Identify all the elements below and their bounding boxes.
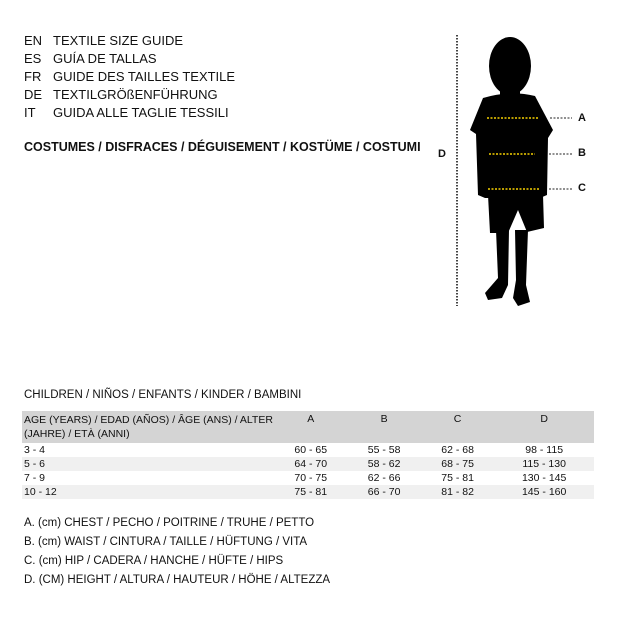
lang-text: TEXTILE SIZE GUIDE (53, 33, 184, 48)
lang-es: ES GUÍA DE TALLAS (24, 50, 157, 68)
header-c: C (420, 411, 495, 443)
lang-code: IT (24, 105, 36, 120)
lang-code: EN (24, 33, 43, 48)
lang-text: TEXTILGRÖßENFÜHRUNG (53, 87, 218, 102)
label-a: A (578, 112, 586, 124)
label-c: C (578, 182, 586, 194)
cell-a: 60 - 65 (294, 444, 328, 456)
lang-text: GUÍA DE TALLAS (53, 51, 157, 66)
cell-b: 55 - 58 (367, 444, 401, 456)
size-table: AGE (YEARS) / EDAD (AÑOS) / ÂGE (ANS) / … (22, 411, 594, 499)
cell-c: 81 - 82 (420, 485, 495, 499)
lang-code: DE (24, 87, 43, 102)
cell-d: 130 - 145 (521, 472, 567, 484)
header-age: AGE (YEARS) / EDAD (AÑOS) / ÂGE (ANS) / … (22, 411, 274, 443)
cell-b: 66 - 70 (347, 485, 421, 499)
legend-chest: A. (cm) CHEST / PECHO / POITRINE / TRUHE… (24, 517, 315, 529)
cell-c: 68 - 75 (420, 457, 495, 471)
table-row: 7 - 9 70 - 75 62 - 66 75 - 81 130 - 145 (22, 471, 594, 485)
table-row: 5 - 6 64 - 70 58 - 62 68 - 75 115 - 130 (22, 457, 594, 471)
cell-c: 62 - 68 (441, 444, 474, 456)
cell-d: 98 - 115 (525, 444, 564, 456)
lang-en: EN TEXTILE SIZE GUIDE (24, 32, 183, 50)
table-row: 10 - 12 75 - 81 66 - 70 81 - 82 145 - 160 (22, 485, 594, 499)
lang-code: FR (24, 69, 42, 84)
cell-b: 58 - 62 (347, 457, 421, 471)
legend-hip: C. (cm) HIP / CADERA / HANCHE / HÜFTE / … (24, 555, 284, 567)
label-d: D (438, 148, 446, 160)
cell-b: 62 - 66 (367, 472, 401, 484)
cell-d: 115 - 130 (494, 457, 594, 471)
lang-de: DE TEXTILGRÖßENFÜHRUNG (24, 86, 218, 104)
label-b: B (578, 147, 586, 159)
header-d: D (494, 411, 594, 443)
cell-age: 7 - 9 (24, 472, 46, 484)
cell-a: 75 - 81 (274, 485, 348, 499)
lang-text: GUIDE DES TAILLES TEXTILE (53, 69, 236, 84)
cell-c: 75 - 81 (441, 472, 474, 484)
cell-age: 3 - 4 (24, 444, 46, 456)
category-title: COSTUMES / DISFRACES / DÉGUISEMENT / KOS… (24, 140, 421, 154)
table-header: AGE (YEARS) / EDAD (AÑOS) / ÂGE (ANS) / … (22, 411, 594, 443)
legend-waist: B. (cm) WAIST / CINTURA / TAILLE / HÜFTU… (24, 536, 308, 548)
cell-age: 5 - 6 (22, 457, 274, 471)
child-silhouette-icon (470, 37, 553, 306)
child-silhouette-figure (456, 35, 572, 306)
lang-fr: FR GUIDE DES TAILLES TEXTILE (24, 68, 235, 86)
lang-text: GUIDA ALLE TAGLIE TESSILI (53, 105, 229, 120)
lang-it: IT GUIDA ALLE TAGLIE TESSILI (24, 104, 229, 122)
table-row: 3 - 4 60 - 65 55 - 58 62 - 68 98 - 115 (22, 443, 594, 457)
cell-age: 10 - 12 (22, 485, 274, 499)
cell-a: 64 - 70 (274, 457, 348, 471)
header-a: A (274, 411, 348, 443)
lang-code: ES (24, 51, 42, 66)
header-b: B (347, 411, 421, 443)
table-subtitle: CHILDREN / NIÑOS / ENFANTS / KINDER / BA… (24, 389, 302, 401)
cell-d: 145 - 160 (494, 485, 594, 499)
cell-a: 70 - 75 (294, 472, 328, 484)
legend-height: D. (CM) HEIGHT / ALTURA / HAUTEUR / HÖHE… (24, 574, 331, 586)
